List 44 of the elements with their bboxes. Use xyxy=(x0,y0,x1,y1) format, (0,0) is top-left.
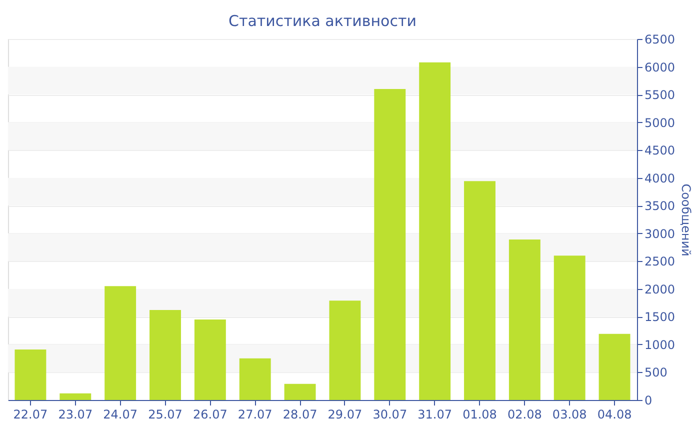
y-tick-label: 5000 xyxy=(644,116,676,130)
bar xyxy=(284,384,316,400)
bar xyxy=(598,334,630,400)
x-tick-label: 31.07 xyxy=(418,408,452,422)
y-tick-label: 3500 xyxy=(644,199,676,214)
y-tick-label: 2000 xyxy=(644,282,676,296)
bar xyxy=(150,310,181,400)
x-tick-label: 30.07 xyxy=(372,408,408,422)
bar xyxy=(464,181,496,400)
x-tick-label: 22.07 xyxy=(13,408,48,422)
bar xyxy=(374,88,406,400)
bar xyxy=(329,300,361,400)
y-tick-label: 4000 xyxy=(644,171,676,186)
y-axis-title: Сообщений xyxy=(679,184,694,256)
bar xyxy=(508,239,540,400)
y-tick-label: 6000 xyxy=(644,60,676,74)
bar xyxy=(14,349,46,400)
y-tick-label: 5500 xyxy=(644,88,676,102)
x-tick-label: 24.07 xyxy=(103,408,138,422)
bar xyxy=(419,62,451,400)
bar xyxy=(194,319,226,400)
y-tick-label: 1000 xyxy=(644,338,676,352)
bar xyxy=(554,256,586,400)
y-tick-label: 2500 xyxy=(644,254,676,269)
y-tick-label: 4500 xyxy=(644,144,676,158)
y-tick-label: 3000 xyxy=(644,226,676,241)
x-tick-label: 25.07 xyxy=(148,408,182,422)
x-tick-label: 27.07 xyxy=(238,408,272,422)
x-tick-label: 29.07 xyxy=(328,408,362,422)
x-tick-label: 04.08 xyxy=(597,408,632,422)
x-tick-label: 28.07 xyxy=(282,408,318,422)
y-tick-label: 0 xyxy=(644,394,652,408)
x-tick-label: 02.08 xyxy=(508,408,542,422)
bar xyxy=(104,286,136,400)
bar xyxy=(239,358,271,400)
x-tick-label: 03.08 xyxy=(552,408,587,422)
x-tick-label: 01.08 xyxy=(462,408,497,422)
bar xyxy=(60,393,92,400)
x-tick-label: 26.07 xyxy=(193,408,228,422)
y-tick-label: 6500 xyxy=(644,32,676,46)
chart-title: Статистика активности xyxy=(228,12,416,30)
y-tick-label: 1500 xyxy=(644,310,676,324)
y-tick-label: 500 xyxy=(644,366,668,380)
x-tick-label: 23.07 xyxy=(58,408,93,422)
